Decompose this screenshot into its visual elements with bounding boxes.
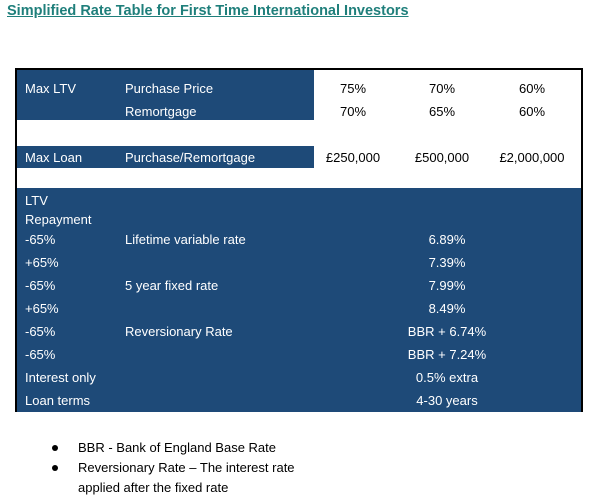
footnote-text: Reversionary Rate – The interest rate ap… xyxy=(78,460,295,495)
rate-row-ltv: Loan terms xyxy=(25,393,91,408)
rate-row-product: Lifetime variable rate xyxy=(125,232,246,247)
remortgage-ltv-value: 70% xyxy=(339,104,367,119)
rate-row-value: BBR + 6.74% xyxy=(407,324,487,339)
max-loan-value: £2,000,000 xyxy=(499,150,565,165)
footnote-item: Reversionary Rate – The interest rate ap… xyxy=(50,458,338,498)
rate-table: Max LTV Purchase Price 75% 70% 60% Remor… xyxy=(15,68,583,412)
rate-row-product: 5 year fixed rate xyxy=(125,278,219,293)
purchase-ltv-value: 70% xyxy=(428,81,456,96)
rate-row-ltv: -65% xyxy=(25,347,56,362)
remortgage-ltv-value: 65% xyxy=(428,104,456,119)
purchase-remortgage-label: Purchase/Remortgage xyxy=(125,150,256,165)
rate-row-value: 8.49% xyxy=(428,301,466,316)
loan-header-band xyxy=(17,146,314,168)
rate-row-product: Reversionary Rate xyxy=(125,324,233,339)
max-loan-label: Max Loan xyxy=(25,150,83,165)
remortgage-label: Remortgage xyxy=(125,104,197,119)
rates-header-band xyxy=(17,188,314,412)
purchase-price-label: Purchase Price xyxy=(125,81,214,96)
purchase-ltv-value: 60% xyxy=(518,81,546,96)
rate-row-value: 7.99% xyxy=(428,278,466,293)
max-loan-value: £500,000 xyxy=(414,150,470,165)
rate-row-value: 6.89% xyxy=(428,232,466,247)
rate-row-value: BBR + 7.24% xyxy=(407,347,487,362)
ltv-header: LTV xyxy=(25,193,48,208)
footnote-text: BBR - Bank of England Base Rate xyxy=(78,440,277,455)
footnote-item: BBR - Bank of England Base Rate xyxy=(50,438,338,458)
max-loan-value: £250,000 xyxy=(325,150,381,165)
ltv-header-band xyxy=(17,70,314,120)
repayment-header: Repayment xyxy=(25,212,92,227)
rates-value-band xyxy=(314,188,581,412)
rate-row-ltv: -65% xyxy=(25,324,56,339)
rate-row-ltv: -65% xyxy=(25,232,56,247)
remortgage-ltv-value: 60% xyxy=(518,104,546,119)
rate-row-value: 0.5% extra xyxy=(415,370,479,385)
rate-row-ltv: +65% xyxy=(25,255,59,270)
rate-row-ltv: Interest only xyxy=(25,370,96,385)
rate-row-ltv: +65% xyxy=(25,301,59,316)
footnotes-list: BBR - Bank of England Base Rate Reversio… xyxy=(50,438,338,498)
page-title: Simplified Rate Table for First Time Int… xyxy=(7,3,409,19)
rate-row-ltv: -65% xyxy=(25,278,56,293)
max-ltv-label: Max LTV xyxy=(25,81,77,96)
rate-row-value: 4-30 years xyxy=(416,393,478,408)
rate-row-value: 7.39% xyxy=(428,255,466,270)
bullet-icon xyxy=(52,465,58,471)
purchase-ltv-value: 75% xyxy=(339,81,367,96)
bullet-icon xyxy=(52,445,58,451)
